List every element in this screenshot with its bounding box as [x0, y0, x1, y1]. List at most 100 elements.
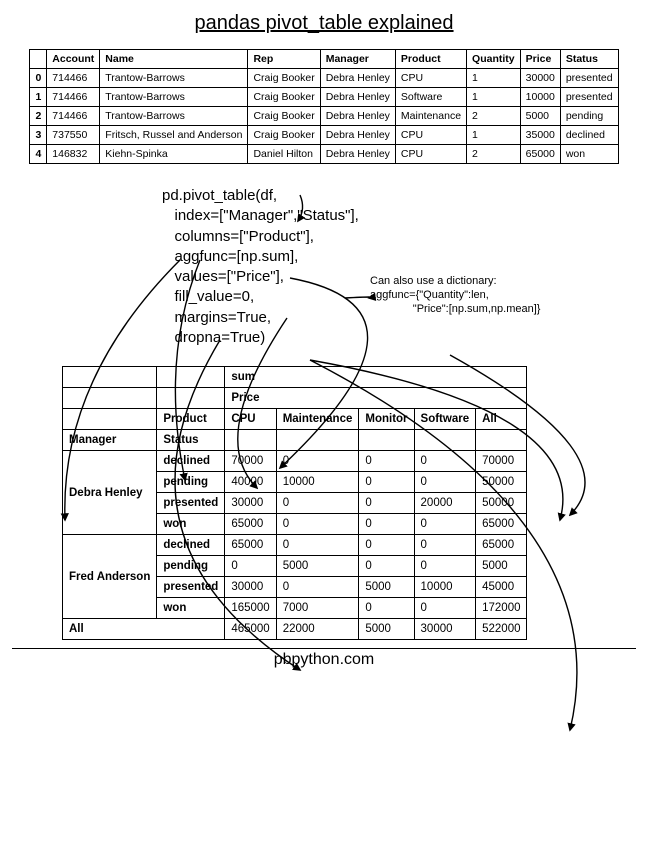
table-cell: 5000 [276, 556, 359, 577]
table-row: All46500022000500030000522000 [63, 619, 527, 640]
table-cell [63, 367, 157, 388]
table-cell: 40000 [225, 472, 276, 493]
manager-cell: Debra Henley [63, 451, 157, 535]
table-cell: 2 [467, 145, 521, 164]
table-cell: 10000 [276, 472, 359, 493]
table-cell: 0 [359, 472, 414, 493]
table-cell: 737550 [47, 126, 100, 145]
table-cell: 714466 [47, 69, 100, 88]
table-cell: Maintenance [395, 107, 466, 126]
table-cell: 65000 [225, 535, 276, 556]
product-col-header: Software [414, 409, 476, 430]
source-col-header: Quantity [467, 50, 521, 69]
table-row: Debra Henleydeclined7000000070000 [63, 451, 527, 472]
table-cell: 0 [276, 451, 359, 472]
row-index: 1 [30, 88, 47, 107]
table-cell: 35000 [520, 126, 560, 145]
table-cell: Debra Henley [320, 88, 395, 107]
source-col-header: Price [520, 50, 560, 69]
table-row: 0714466Trantow-BarrowsCraig BookerDebra … [30, 69, 618, 88]
table-cell: CPU [395, 126, 466, 145]
source-col-header: Account [47, 50, 100, 69]
table-cell: CPU [395, 69, 466, 88]
source-table: AccountNameRepManagerProductQuantityPric… [29, 49, 618, 164]
table-cell: 2 [467, 107, 521, 126]
status-cell: presented [157, 493, 225, 514]
footer-credit: pbpython.com [12, 648, 636, 669]
table-cell [63, 409, 157, 430]
table-cell: 65000 [520, 145, 560, 164]
table-row: 4146832Kiehn-SpinkaDaniel HiltonDebra He… [30, 145, 618, 164]
table-cell [414, 430, 476, 451]
row-index: 2 [30, 107, 47, 126]
source-col-header: Manager [320, 50, 395, 69]
table-cell: 10000 [520, 88, 560, 107]
table-cell: presented [560, 88, 618, 107]
table-cell: 0 [359, 535, 414, 556]
table-cell: 0 [414, 451, 476, 472]
table-row: ProductCPUMaintenanceMonitorSoftwareAll [63, 409, 527, 430]
table-cell: presented [560, 69, 618, 88]
table-cell [157, 388, 225, 409]
table-cell: 0 [359, 451, 414, 472]
status-cell: pending [157, 472, 225, 493]
table-cell [225, 430, 276, 451]
table-cell: 522000 [476, 619, 527, 640]
table-cell: Trantow-Barrows [100, 107, 248, 126]
table-cell: Debra Henley [320, 145, 395, 164]
source-col-header [30, 50, 47, 69]
table-cell: Daniel Hilton [248, 145, 320, 164]
table-cell: 0 [276, 493, 359, 514]
source-col-header: Name [100, 50, 248, 69]
row-index: 4 [30, 145, 47, 164]
status-cell: won [157, 598, 225, 619]
product-col-header: Maintenance [276, 409, 359, 430]
table-cell: 1 [467, 126, 521, 145]
table-row: Fred Andersondeclined6500000065000 [63, 535, 527, 556]
pivot-table: sumPriceProductCPUMaintenanceMonitorSoft… [62, 366, 527, 640]
source-col-header: Product [395, 50, 466, 69]
table-cell: 7000 [276, 598, 359, 619]
table-cell [276, 430, 359, 451]
table-cell: Debra Henley [320, 107, 395, 126]
table-cell: Craig Booker [248, 69, 320, 88]
table-cell: 172000 [476, 598, 527, 619]
table-cell: Fritsch, Russel and Anderson [100, 126, 248, 145]
source-col-header: Rep [248, 50, 320, 69]
table-row: ManagerStatus [63, 430, 527, 451]
table-cell: 5000 [359, 619, 414, 640]
table-cell: 65000 [476, 535, 527, 556]
table-row: 1714466Trantow-BarrowsCraig BookerDebra … [30, 88, 618, 107]
index-header: Status [157, 430, 225, 451]
table-cell [63, 388, 157, 409]
aggfunc-annotation: Can also use a dictionary: aggfunc={"Qua… [370, 275, 540, 316]
row-index: 3 [30, 126, 47, 145]
manager-cell: Fred Anderson [63, 535, 157, 619]
table-cell: 20000 [414, 493, 476, 514]
table-cell: 0 [359, 514, 414, 535]
table-cell: 50000 [476, 493, 527, 514]
table-cell: Software [395, 88, 466, 107]
table-row: sum [63, 367, 527, 388]
table-cell: 714466 [47, 88, 100, 107]
table-cell: 70000 [225, 451, 276, 472]
table-cell: Kiehn-Spinka [100, 145, 248, 164]
table-cell [476, 430, 527, 451]
columns-label: Product [157, 409, 225, 430]
table-cell: 0 [414, 535, 476, 556]
table-cell: 0 [414, 472, 476, 493]
table-cell: won [560, 145, 618, 164]
table-cell: 1 [467, 69, 521, 88]
table-cell: 0 [359, 598, 414, 619]
product-col-header: All [476, 409, 527, 430]
table-cell: declined [560, 126, 618, 145]
table-row: 3737550Fritsch, Russel and AndersonCraig… [30, 126, 618, 145]
status-cell: declined [157, 535, 225, 556]
table-cell: 65000 [476, 514, 527, 535]
table-cell: 50000 [476, 472, 527, 493]
agg-header: sum [225, 367, 527, 388]
index-header: Manager [63, 430, 157, 451]
page-title: pandas pivot_table explained [12, 12, 636, 35]
table-row: Price [63, 388, 527, 409]
table-cell: 1 [467, 88, 521, 107]
